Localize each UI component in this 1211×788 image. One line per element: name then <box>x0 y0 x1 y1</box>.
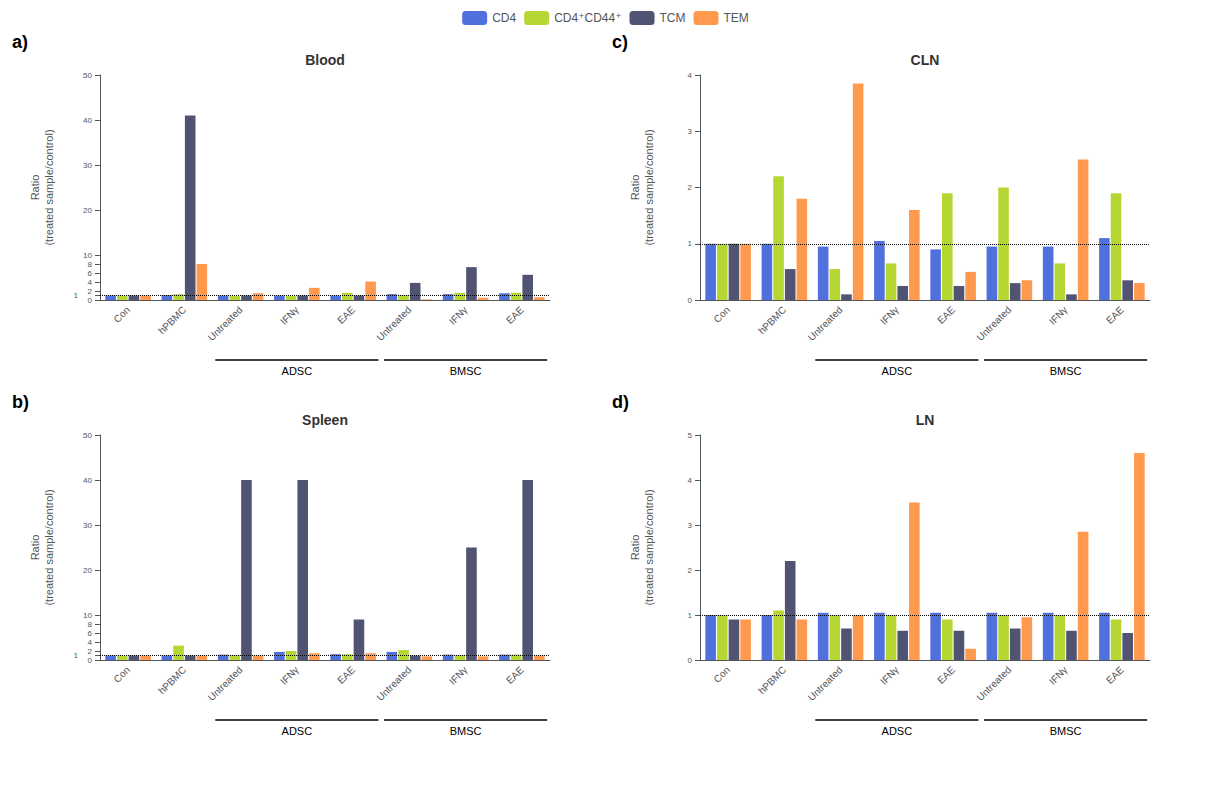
svg-text:EAE: EAE <box>935 304 957 326</box>
svg-text:1: 1 <box>74 651 79 660</box>
svg-text:0: 0 <box>88 296 93 305</box>
svg-text:5: 5 <box>688 431 693 440</box>
svg-text:8: 8 <box>88 260 93 269</box>
svg-text:Con: Con <box>111 304 132 325</box>
svg-text:ADSC: ADSC <box>882 365 913 377</box>
svg-text:50: 50 <box>83 431 92 440</box>
svg-text:IFNγ: IFNγ <box>878 304 901 327</box>
svg-text:4: 4 <box>88 638 93 647</box>
svg-text:hPBMC: hPBMC <box>156 304 188 336</box>
svg-text:hPBMC: hPBMC <box>756 304 788 336</box>
svg-text:Untreated: Untreated <box>806 664 845 703</box>
svg-text:4: 4 <box>88 278 93 287</box>
svg-text:Untreated: Untreated <box>806 304 845 343</box>
svg-text:IFNγ: IFNγ <box>878 664 901 687</box>
svg-text:CLN: CLN <box>911 52 940 68</box>
svg-text:IFNγ: IFNγ <box>447 664 470 687</box>
svg-text:EAE: EAE <box>504 304 526 326</box>
svg-text:6: 6 <box>88 269 93 278</box>
svg-text:2: 2 <box>88 647 93 656</box>
svg-text:Con: Con <box>111 664 132 685</box>
svg-text:2: 2 <box>688 183 693 192</box>
svg-text:3: 3 <box>688 521 693 530</box>
svg-text:(treated sample/control): (treated sample/control) <box>643 129 655 245</box>
svg-text:10: 10 <box>83 251 92 260</box>
svg-text:Untreated: Untreated <box>974 664 1013 703</box>
svg-text:50: 50 <box>83 71 92 80</box>
svg-text:10: 10 <box>83 611 92 620</box>
svg-text:Untreated: Untreated <box>374 304 413 343</box>
svg-text:0: 0 <box>688 296 693 305</box>
svg-text:Spleen: Spleen <box>302 412 348 428</box>
svg-text:EAE: EAE <box>1104 664 1126 686</box>
svg-text:1: 1 <box>688 239 693 248</box>
svg-text:0: 0 <box>688 656 693 665</box>
svg-text:Ratio: Ratio <box>29 175 41 201</box>
svg-text:Con: Con <box>711 304 732 325</box>
svg-text:BMSC: BMSC <box>1050 725 1082 737</box>
svg-text:BMSC: BMSC <box>450 365 482 377</box>
svg-text:Blood: Blood <box>305 52 345 68</box>
svg-text:IFNγ: IFNγ <box>1047 664 1070 687</box>
svg-text:EAE: EAE <box>335 664 357 686</box>
svg-text:IFNγ: IFNγ <box>278 664 301 687</box>
svg-text:4: 4 <box>688 476 693 485</box>
svg-text:Ratio: Ratio <box>629 175 641 201</box>
svg-text:EAE: EAE <box>335 304 357 326</box>
svg-text:CD4⁺CD44⁺: CD4⁺CD44⁺ <box>554 11 621 25</box>
svg-text:Untreated: Untreated <box>206 304 245 343</box>
svg-text:EAE: EAE <box>935 664 957 686</box>
svg-text:a): a) <box>12 32 28 52</box>
svg-text:(treated sample/control): (treated sample/control) <box>43 489 55 605</box>
svg-text:BMSC: BMSC <box>450 725 482 737</box>
svg-text:c): c) <box>612 32 628 52</box>
svg-text:1: 1 <box>74 291 79 300</box>
svg-text:TEM: TEM <box>724 11 749 25</box>
svg-text:Untreated: Untreated <box>374 664 413 703</box>
svg-text:8: 8 <box>88 620 93 629</box>
svg-text:TCM: TCM <box>660 11 686 25</box>
svg-text:3: 3 <box>688 127 693 136</box>
svg-text:IFNγ: IFNγ <box>1047 304 1070 327</box>
svg-text:40: 40 <box>83 116 92 125</box>
svg-text:4: 4 <box>688 71 693 80</box>
svg-text:2: 2 <box>88 287 93 296</box>
svg-text:LN: LN <box>916 412 935 428</box>
svg-text:ADSC: ADSC <box>282 725 313 737</box>
svg-text:20: 20 <box>83 566 92 575</box>
svg-text:ADSC: ADSC <box>882 725 913 737</box>
svg-text:0: 0 <box>88 656 93 665</box>
svg-text:Ratio: Ratio <box>29 535 41 561</box>
svg-text:30: 30 <box>83 521 92 530</box>
svg-text:BMSC: BMSC <box>1050 365 1082 377</box>
svg-text:6: 6 <box>88 629 93 638</box>
svg-text:b): b) <box>12 392 29 412</box>
svg-text:ADSC: ADSC <box>282 365 313 377</box>
svg-text:d): d) <box>612 392 629 412</box>
svg-text:hPBMC: hPBMC <box>156 664 188 696</box>
svg-text:(treated sample/control): (treated sample/control) <box>643 489 655 605</box>
svg-text:30: 30 <box>83 161 92 170</box>
svg-text:IFNγ: IFNγ <box>447 304 470 327</box>
svg-text:IFNγ: IFNγ <box>278 304 301 327</box>
svg-text:Untreated: Untreated <box>974 304 1013 343</box>
svg-text:Untreated: Untreated <box>206 664 245 703</box>
svg-text:20: 20 <box>83 206 92 215</box>
svg-text:Ratio: Ratio <box>629 535 641 561</box>
svg-text:hPBMC: hPBMC <box>756 664 788 696</box>
svg-text:(treated sample/control): (treated sample/control) <box>43 129 55 245</box>
svg-text:2: 2 <box>688 566 693 575</box>
svg-text:EAE: EAE <box>504 664 526 686</box>
svg-text:1: 1 <box>688 611 693 620</box>
svg-text:Con: Con <box>711 664 732 685</box>
svg-text:CD4: CD4 <box>492 11 516 25</box>
svg-text:EAE: EAE <box>1104 304 1126 326</box>
svg-text:40: 40 <box>83 476 92 485</box>
